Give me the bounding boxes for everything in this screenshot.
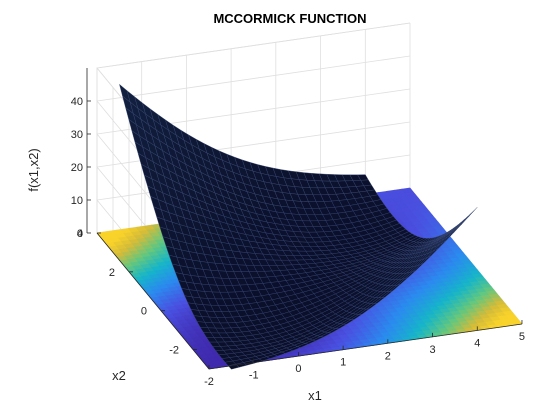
x-tick-label: 0 — [295, 363, 301, 375]
y-axis-label: x2 — [112, 368, 126, 383]
z-axis-label: f(x1,x2) — [26, 148, 41, 191]
z-tick-label: 10 — [71, 195, 83, 207]
x-axis-label: x1 — [308, 388, 322, 403]
x-tick-label: 3 — [429, 344, 435, 356]
axes — [86, 67, 523, 370]
chart-title: MCCORMICK FUNCTION — [213, 11, 366, 26]
y-tick-label: 0 — [141, 306, 147, 318]
x-tick-label: -1 — [249, 370, 259, 382]
y-axis-line — [96, 232, 210, 370]
surface-face — [466, 207, 478, 219]
y-tick-label: 4 — [77, 228, 83, 240]
x-tick-label: -2 — [204, 376, 214, 388]
contour-cell — [401, 187, 414, 193]
surface-mesh — [119, 83, 478, 370]
x-tick-label: 5 — [519, 331, 525, 343]
x-axis-line — [208, 323, 523, 370]
y-tick-label: 2 — [109, 267, 115, 279]
x-tick-label: 4 — [474, 337, 480, 349]
x-tick-label: 1 — [340, 357, 346, 369]
z-tick-label: 0 — [77, 228, 83, 240]
z-tick-label: 40 — [71, 96, 83, 108]
z-tick-label: 20 — [71, 162, 83, 174]
x-tick-label: 2 — [385, 350, 391, 362]
y-tick-label: -2 — [169, 345, 179, 357]
z-tick-label: 30 — [71, 129, 83, 141]
